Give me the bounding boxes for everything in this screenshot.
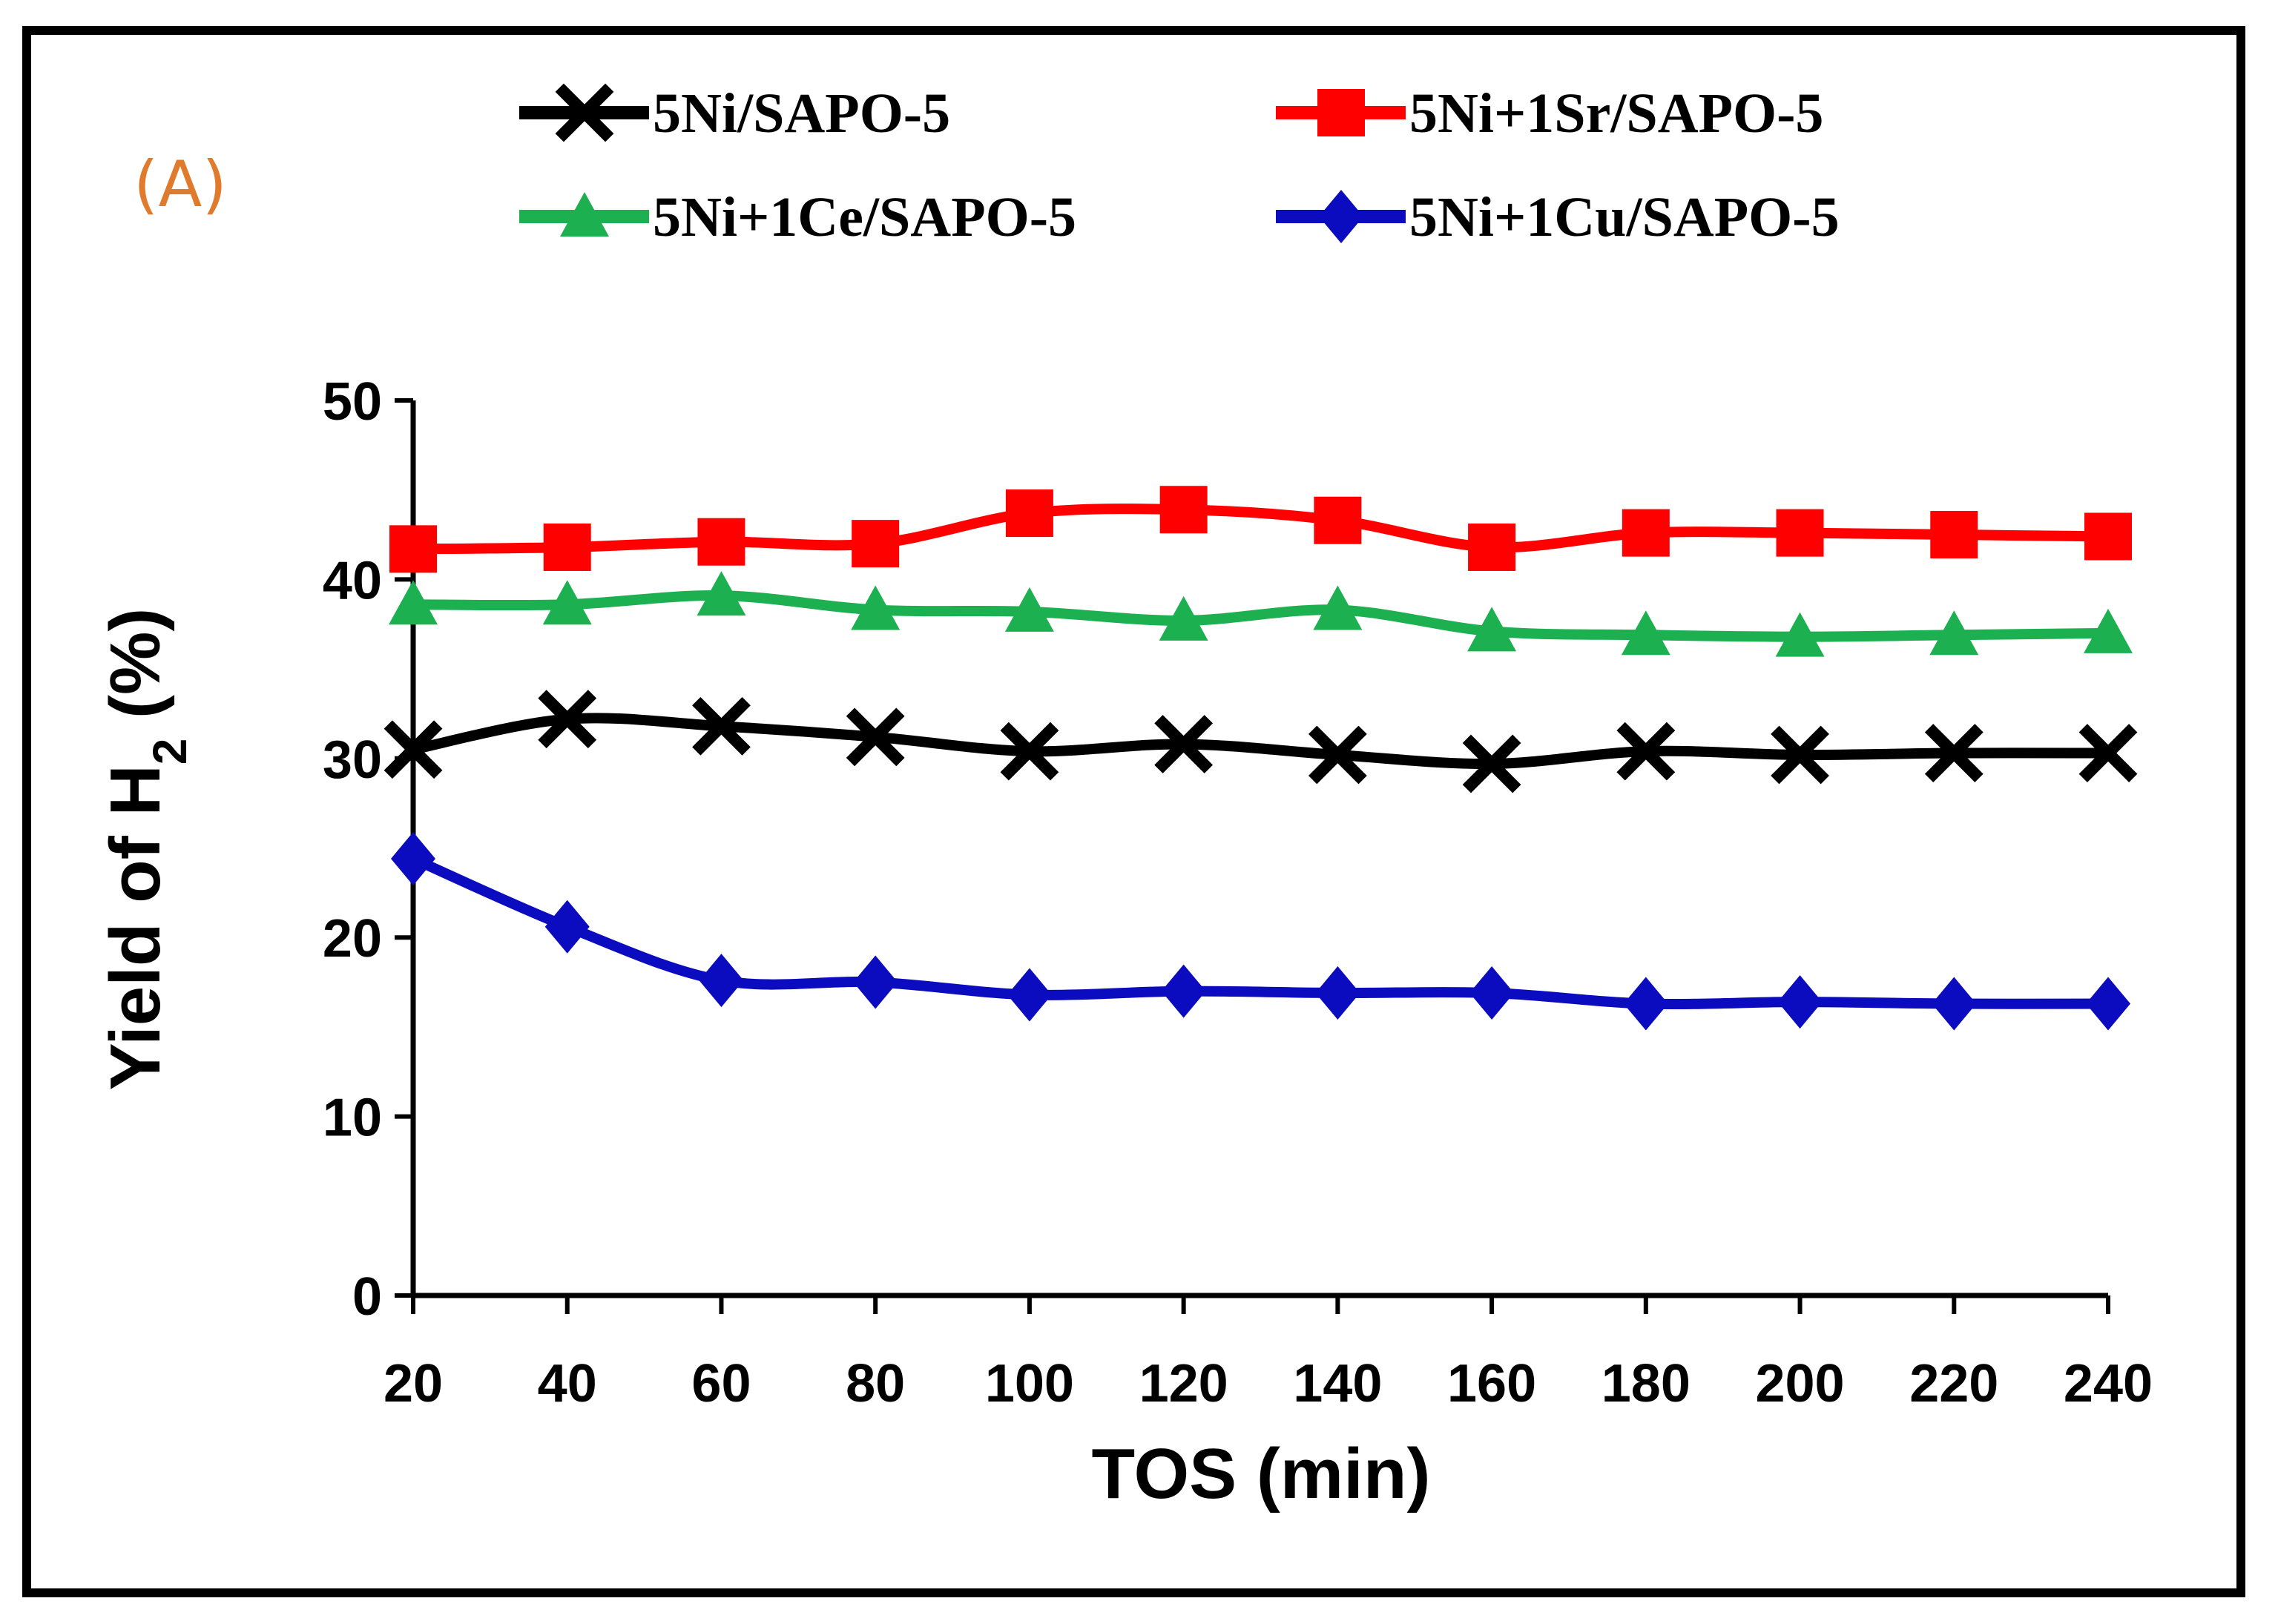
- series-line: [411, 854, 2109, 1010]
- data-point: [1004, 587, 1054, 632]
- data-point: [542, 580, 592, 625]
- data-point: [1771, 725, 1829, 785]
- data-point: [853, 955, 898, 1009]
- data-point: [538, 690, 597, 749]
- data-point: [1775, 612, 1825, 657]
- data-point: [1462, 734, 1521, 793]
- data-point: [1616, 722, 1676, 781]
- data-point: [389, 580, 438, 625]
- legend-item: 5Ni+1Ce/SAPO-5: [519, 186, 1076, 248]
- data-point: [1621, 610, 1670, 656]
- data-point: [544, 900, 590, 954]
- data-point: [1159, 486, 1208, 534]
- data-point: [383, 720, 443, 779]
- series-line: [412, 713, 2109, 770]
- data-point: [851, 585, 901, 630]
- data-point: [2084, 512, 2132, 561]
- panel-label: (A): [134, 148, 227, 222]
- legend-label: 5Ni+1Ce/SAPO-5: [653, 186, 1076, 248]
- legend-label: 5Ni+1Sr/SAPO-5: [1409, 82, 1823, 145]
- legend-item: 5Ni+1Sr/SAPO-5: [1276, 82, 1823, 145]
- y-tick-label: 30: [323, 730, 382, 790]
- data-point: [1159, 595, 1208, 641]
- data-point: [1467, 607, 1517, 652]
- y-tick-label: 10: [323, 1089, 382, 1148]
- legend-marker: [1317, 89, 1365, 136]
- data-point: [1929, 610, 1979, 656]
- data-point: [1000, 722, 1059, 781]
- data-point: [1777, 975, 1823, 1029]
- data-point: [2078, 724, 2138, 782]
- series-2: [389, 571, 2133, 657]
- figure-frame: [22, 26, 2245, 1597]
- x-tick-label: 80: [846, 1354, 905, 1413]
- x-ticks: 20 40 60 80 100 120 140 160 180 200 220 240: [383, 1295, 2153, 1413]
- data-point: [1154, 715, 1214, 773]
- data-point: [1776, 509, 1824, 557]
- y-axis-title-main: Yield of H: [96, 765, 175, 1090]
- legend-marker: [1319, 190, 1363, 243]
- data-point: [1468, 523, 1516, 571]
- y-tick-label: 40: [323, 551, 382, 610]
- legend-item: 5Ni/SAPO-5: [519, 82, 950, 145]
- x-tick-label: 160: [1447, 1354, 1536, 1413]
- series-3: [391, 831, 2130, 1031]
- data-point: [1315, 966, 1360, 1020]
- data-point: [543, 523, 591, 571]
- data-point: [2086, 977, 2130, 1031]
- data-point: [1007, 968, 1052, 1022]
- data-point: [846, 707, 905, 767]
- data-point: [389, 525, 437, 573]
- x-tick-label: 120: [1139, 1354, 1228, 1413]
- data-point: [1932, 977, 1977, 1031]
- data-point: [1623, 977, 1668, 1031]
- legend-marker: [560, 192, 609, 237]
- series-line: [412, 590, 2109, 642]
- data-point: [1469, 966, 1515, 1020]
- legend-marker: [555, 83, 614, 142]
- x-tick-label: 100: [985, 1354, 1074, 1413]
- y-tick-label: 0: [352, 1267, 382, 1327]
- data-point: [1005, 489, 1053, 538]
- y-axis-title-subscript: 2: [143, 739, 197, 765]
- y-axis-title: Yield of H2 (%): [96, 608, 197, 1091]
- x-tick-label: 40: [538, 1354, 597, 1413]
- legend: 5Ni/SAPO-5 5Ni+1Sr/SAPO-5 5Ni+1Ce/SAPO-5 5N…: [519, 82, 1840, 248]
- data-point: [1161, 964, 1206, 1018]
- data-point: [1924, 724, 1984, 782]
- y-axis-title-tail: (%): [96, 608, 175, 739]
- data-point: [697, 518, 745, 566]
- x-tick-label: 140: [1293, 1354, 1382, 1413]
- data-point: [1314, 496, 1362, 544]
- data-point: [699, 954, 744, 1008]
- legend-item: 5Ni+1Cu/SAPO-5: [1276, 186, 1840, 248]
- x-tick-label: 200: [1755, 1354, 1844, 1413]
- data-point: [391, 831, 435, 885]
- data-point: [692, 696, 751, 756]
- x-tick-label: 180: [1601, 1354, 1691, 1413]
- data-point: [1308, 725, 1367, 785]
- data-point: [1622, 509, 1670, 557]
- data-point: [2084, 608, 2133, 653]
- series-1: [389, 486, 2132, 573]
- series-line: [412, 504, 2109, 555]
- y-tick-label: 20: [323, 909, 382, 968]
- x-tick-label: 240: [2064, 1354, 2153, 1413]
- plot-area: [383, 486, 2138, 1031]
- legend-label: 5Ni+1Cu/SAPO-5: [1409, 186, 1840, 248]
- x-axis-title: TOS (min): [1092, 1434, 1431, 1514]
- x-tick-label: 60: [691, 1354, 751, 1413]
- data-point: [852, 520, 900, 568]
- legend-label: 5Ni/SAPO-5: [653, 82, 950, 145]
- series-0: [383, 690, 2138, 793]
- data-point: [1313, 585, 1363, 630]
- data-point: [1930, 511, 1978, 559]
- x-tick-label: 20: [383, 1354, 443, 1413]
- y-tick-label: 50: [323, 372, 382, 432]
- x-tick-label: 220: [1909, 1354, 1998, 1413]
- data-point: [697, 571, 746, 616]
